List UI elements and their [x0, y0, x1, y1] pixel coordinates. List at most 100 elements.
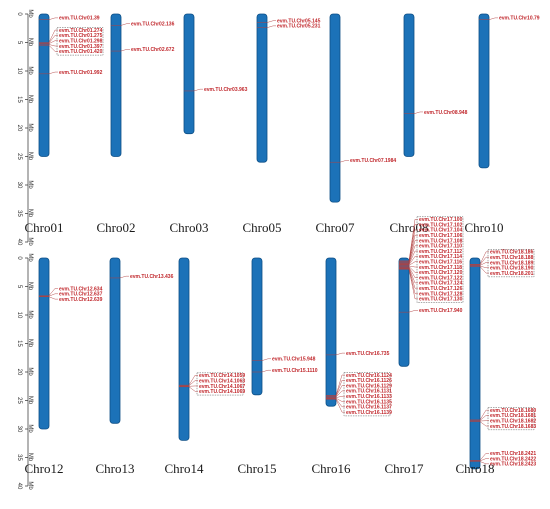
- gene-leader-line: [335, 352, 345, 356]
- gene-leader-line: [261, 358, 271, 361]
- gene-label: evm.TU.Chr16.1129: [346, 383, 392, 389]
- gene-cluster-box: [487, 249, 535, 278]
- chromosome-bar: [178, 257, 190, 441]
- gene-leader-line: [408, 224, 418, 262]
- gene-leader-line: [335, 398, 345, 402]
- chromosome-bar: [38, 13, 50, 157]
- gene-label: evm.TU.Chr17.940: [419, 308, 463, 314]
- gene-leader-line: [119, 275, 129, 279]
- gene-leader-line: [408, 267, 418, 284]
- gene-label: evm.TU.Chr02.136: [131, 21, 175, 27]
- gene-label: evm.TU.Chr01.420: [59, 49, 103, 55]
- chromosome-name: Chro05: [243, 220, 282, 235]
- gene-leader-line: [335, 399, 345, 413]
- axis-tick-label: 35: [16, 454, 22, 461]
- axis-tick-label: 20: [16, 369, 22, 376]
- gene-label: evm.TU.Chr14.1059: [199, 373, 245, 379]
- axis-unit-label: Mb: [27, 95, 33, 104]
- gene-label: evm.TU.Chr14.1063: [199, 378, 245, 384]
- gene-leader-line: [479, 265, 489, 268]
- gene-leader-line: [266, 25, 276, 28]
- axis-unit-label: Mb: [27, 152, 33, 161]
- chromosome-chro14: Chro14 evm.TU.Chr14.1059evm.TU.Chr14.1063…: [165, 257, 245, 476]
- chromosome-bar: [469, 257, 481, 470]
- gene-leader-line: [335, 398, 345, 408]
- gene-label: evm.TU.Chr01.275: [59, 33, 103, 39]
- gene-leader-line: [408, 234, 418, 263]
- gene-label: evm.TU.Chr18.190: [490, 266, 534, 272]
- chromosome-chro07: Chro07 evm.TU.Chr07.1984: [316, 13, 396, 235]
- gene-label: evm.TU.Chr17.126: [419, 286, 463, 292]
- axis-unit-label: Mb: [27, 209, 33, 218]
- axis-tick-label: 30: [16, 182, 22, 189]
- axis-tick-label: 15: [16, 340, 22, 347]
- gene-label: evm.TU.Chr17.130: [419, 297, 463, 303]
- gene-leader-line: [48, 40, 58, 44]
- gene-leader-line: [120, 49, 130, 52]
- gene-label: evm.TU.Chr12.634: [59, 286, 103, 292]
- gene-label: evm.TU.Chr07.1984: [350, 158, 396, 164]
- axis-unit-label: Mb: [27, 310, 33, 319]
- gene-label: evm.TU.Chr08.948: [424, 110, 468, 116]
- chromosome-bar: [109, 257, 121, 424]
- gene-leader-line: [48, 296, 58, 300]
- gene-label: evm.TU.Chr17.114: [419, 254, 462, 260]
- chromosome-bar: [325, 257, 337, 407]
- chromosome-chro10: Chro10 evm.TU.Chr10.79: [465, 13, 540, 235]
- axis-unit-label: Mb: [27, 123, 33, 132]
- gene-leader-line: [48, 288, 58, 296]
- gene-leader-line: [48, 35, 58, 44]
- axis-tick-label: 25: [16, 153, 22, 160]
- chromosome-bar: [329, 13, 341, 203]
- gene-leader-line: [408, 268, 418, 289]
- chromosome-name: Chro13: [96, 461, 135, 476]
- axis-tick-label: 40: [16, 483, 22, 490]
- gene-cluster-box: [56, 27, 104, 56]
- gene-label: evm.TU.Chr17.112: [419, 249, 462, 255]
- gene-leader-line: [266, 20, 276, 23]
- axis-tick-label: 20: [16, 125, 22, 132]
- gene-label: evm.TU.Chr16.1131: [346, 389, 392, 395]
- gene-leader-line: [335, 395, 345, 398]
- gene-leader-line: [413, 111, 423, 114]
- gene-label: evm.TU.Chr17.104: [419, 228, 463, 234]
- gene-leader-line: [408, 229, 418, 263]
- gene-leader-line: [479, 453, 489, 461]
- gene-leader-line: [48, 293, 58, 297]
- gene-label: evm.TU.Chr16.1139: [346, 410, 392, 416]
- axis-tick-label: 35: [16, 210, 22, 217]
- axis-tick-label: 30: [16, 426, 22, 433]
- gene-cluster-box: [487, 407, 535, 431]
- gene-label: evm.TU.Chr05.145: [277, 19, 321, 25]
- axis-unit-label: Mb: [27, 180, 33, 189]
- gene-leader-line: [408, 267, 418, 278]
- gene-label: evm.TU.Chr10.79: [499, 16, 540, 22]
- axis-unit-label: Mb: [27, 367, 33, 376]
- chromosome-chro15: Chro15 evm.TU.Chr15.948 evm.TU.Chr15.1110: [238, 257, 318, 476]
- gene-leader-line: [479, 266, 489, 274]
- gene-leader-line: [335, 374, 345, 396]
- gene-label: evm.TU.Chr18.1680: [490, 408, 536, 414]
- gene-leader-line: [261, 369, 271, 373]
- chromosome-chro18: Chro18evm.TU.Chr18.186evm.TU.Chr18.188ev…: [456, 249, 536, 476]
- gene-cluster-box: [416, 216, 464, 303]
- chromosome-chro16: Chro16evm.TU.Chr16.735evm.TU.Chr16.1124e…: [312, 257, 392, 476]
- gene-leader-line: [479, 421, 489, 427]
- chromosome-bar: [183, 13, 195, 135]
- gene-label: evm.TU.Chr17.110: [419, 244, 462, 250]
- axis-tick-label: 5: [16, 41, 22, 45]
- gene-label: evm.TU.Chr17.116: [419, 260, 462, 266]
- axis-unit-label: Mb: [27, 253, 33, 262]
- gene-leader-line: [188, 380, 198, 386]
- gene-leader-line: [335, 380, 345, 397]
- axis-unit-label: Mb: [27, 424, 33, 433]
- gene-leader-line: [408, 265, 418, 268]
- gene-label: evm.TU.Chr17.118: [419, 265, 462, 271]
- gene-label: evm.TU.Chr18.189: [490, 260, 534, 266]
- gene-label: evm.TU.Chr18.2421: [490, 451, 536, 457]
- chromosome-chro03: Chro03 evm.TU.Chr03.963: [170, 13, 248, 235]
- gene-label: evm.TU.Chr12.637: [59, 292, 103, 298]
- axis-tick-label: 10: [16, 68, 22, 75]
- axis-tick-label: 5: [16, 285, 22, 289]
